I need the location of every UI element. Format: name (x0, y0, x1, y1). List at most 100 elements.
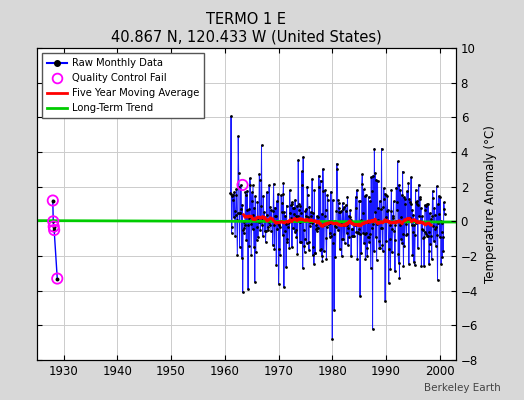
Point (318, 258, 326, 264)
Point (293, 202, 301, 209)
Point (370, 145, 378, 152)
Point (441, 211, 449, 217)
Point (266, 215, 275, 221)
Point (299, 265, 307, 271)
Point (265, 222, 274, 229)
Point (298, 168, 306, 175)
Point (263, 189, 271, 195)
Point (49, 197, 57, 204)
Point (338, 236, 346, 242)
Point (253, 224, 261, 230)
Point (234, 133, 243, 140)
Point (295, 206, 303, 213)
Point (279, 191, 287, 197)
Point (435, 234, 444, 240)
Point (250, 204, 258, 211)
Point (360, 240, 368, 247)
Point (244, 206, 253, 212)
Point (230, 189, 238, 196)
Point (355, 198, 364, 204)
Point (292, 234, 301, 240)
Point (259, 214, 268, 220)
Point (320, 222, 329, 228)
Point (361, 192, 369, 199)
Point (397, 236, 405, 242)
Point (416, 218, 424, 225)
Point (325, 233, 334, 240)
Point (354, 228, 363, 235)
Point (374, 217, 382, 224)
Point (315, 220, 324, 226)
Point (367, 225, 376, 232)
Point (260, 209, 268, 215)
Point (259, 233, 267, 239)
Point (228, 197, 237, 203)
Point (310, 187, 319, 193)
Point (376, 198, 384, 204)
Point (50, 223, 58, 230)
Point (268, 242, 277, 248)
Point (268, 217, 277, 223)
Point (386, 222, 394, 228)
Point (380, 196, 388, 202)
Point (353, 256, 362, 263)
Point (270, 246, 279, 252)
Title: TERMO 1 E
40.867 N, 120.433 W (United States): TERMO 1 E 40.867 N, 120.433 W (United St… (111, 12, 381, 44)
Point (410, 259, 418, 265)
Point (281, 221, 290, 228)
Point (287, 215, 295, 222)
Point (285, 219, 293, 226)
Point (332, 223, 340, 230)
Point (307, 209, 315, 215)
Point (245, 243, 253, 249)
Point (384, 207, 392, 214)
Point (434, 201, 442, 207)
Point (251, 193, 259, 200)
Point (327, 232, 335, 239)
Point (313, 225, 322, 231)
Point (326, 230, 335, 236)
Point (321, 187, 329, 194)
Point (303, 184, 311, 190)
Point (266, 204, 274, 210)
Point (378, 225, 386, 231)
Point (267, 228, 275, 234)
Point (238, 182, 247, 188)
Point (296, 203, 304, 210)
Point (406, 198, 414, 205)
Point (412, 220, 420, 227)
Point (314, 225, 323, 231)
Point (373, 221, 381, 227)
Point (249, 212, 258, 218)
Point (335, 205, 344, 212)
Point (302, 240, 311, 246)
Point (342, 202, 350, 208)
Point (375, 244, 384, 251)
Point (248, 189, 256, 195)
Point (420, 229, 429, 236)
Point (336, 246, 344, 252)
Point (287, 199, 296, 206)
Point (345, 213, 353, 219)
Point (233, 217, 241, 224)
Point (342, 208, 351, 214)
Point (362, 192, 370, 198)
Point (339, 206, 347, 213)
Point (241, 225, 249, 231)
Point (315, 184, 323, 191)
Point (422, 201, 431, 207)
Point (354, 230, 362, 236)
Point (258, 221, 266, 228)
Point (305, 203, 314, 210)
Point (320, 248, 328, 254)
Point (387, 187, 396, 193)
Point (333, 160, 341, 167)
Point (281, 212, 289, 219)
Point (309, 244, 317, 250)
Point (429, 188, 437, 194)
Point (425, 248, 434, 254)
Point (421, 207, 430, 213)
Point (429, 223, 438, 229)
Point (433, 232, 441, 238)
Point (231, 208, 239, 214)
